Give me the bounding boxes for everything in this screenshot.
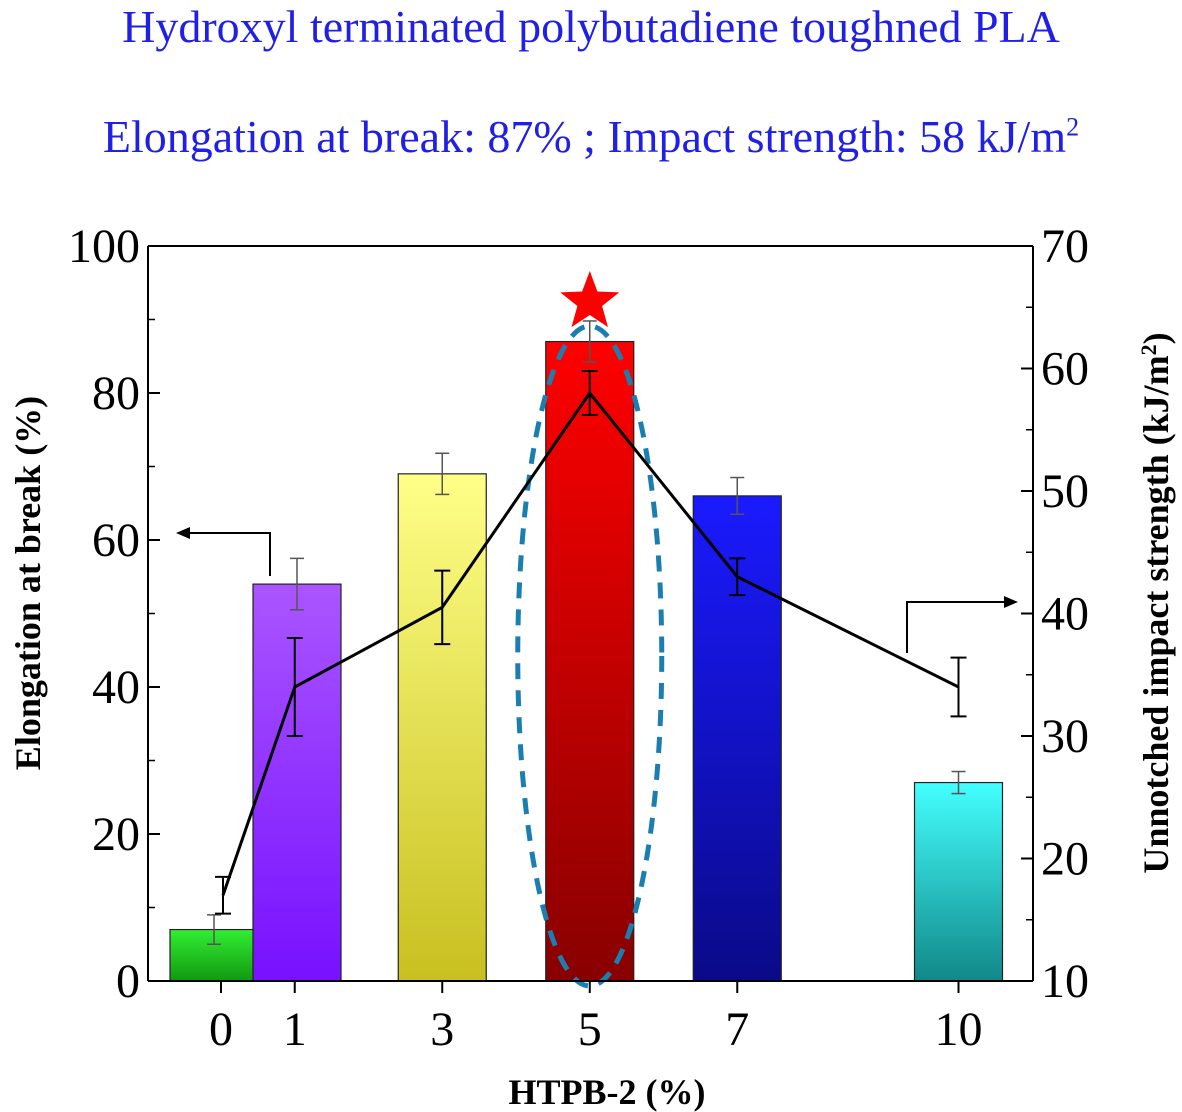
right-arrow-icon — [1004, 596, 1018, 608]
left-axis-arrow-line — [186, 532, 271, 576]
left-tick-label: 20 — [92, 808, 140, 861]
x-tick-label: 3 — [430, 1003, 454, 1056]
left-tick-label: 100 — [68, 220, 140, 273]
right-tick-label: 10 — [1041, 955, 1089, 1008]
x-tick-label: 5 — [578, 1003, 602, 1056]
chart-subtitle-superscript: 2 — [1066, 112, 1080, 142]
bar-10 — [913, 781, 1004, 982]
left-tick-label: 40 — [92, 661, 140, 714]
right-axis-label: Unnotched impact strength (kJ/m2) — [1136, 332, 1176, 873]
chart-subtitle: Elongation at break: 87% ; Impact streng… — [0, 110, 1182, 163]
x-axis-label: HTPB-2 (%) — [509, 1072, 706, 1112]
right-axis-label-end: ) — [1136, 332, 1176, 344]
x-tick-label: 10 — [935, 1003, 983, 1056]
right-tick-label: 20 — [1041, 833, 1089, 886]
x-tick-label: 7 — [725, 1003, 749, 1056]
star-icon — [560, 271, 620, 328]
right-axis-label-text: Unnotched impact strength (kJ/m — [1136, 355, 1176, 873]
right-tick-label: 60 — [1041, 343, 1089, 396]
left-tick-label: 80 — [92, 367, 140, 420]
impact-strength-line — [221, 390, 960, 896]
bar-3 — [397, 473, 487, 982]
left-axis-label: Elongation at break (%) — [8, 396, 48, 770]
right-axis-label-sup: 2 — [1136, 344, 1161, 355]
highlight-ellipse — [515, 323, 665, 989]
bar-5 — [545, 340, 635, 982]
x-tick-label: 1 — [283, 1003, 307, 1056]
right-axis-arrow-line — [906, 601, 1008, 653]
chart-subtitle-text: Elongation at break: 87% ; Impact streng… — [102, 111, 1067, 162]
x-tick-label: 0 — [209, 1003, 233, 1056]
right-tick-label: 30 — [1041, 710, 1089, 763]
left-arrow-icon — [176, 527, 190, 539]
left-tick-label: 60 — [92, 514, 140, 567]
left-tick-label: 0 — [116, 955, 140, 1008]
chart-title: Hydroxyl terminated polybutadiene toughn… — [122, 1, 1060, 52]
right-tick-label: 50 — [1041, 465, 1089, 518]
right-tick-label: 70 — [1041, 220, 1089, 273]
bar-1 — [252, 583, 342, 982]
right-tick-label: 40 — [1041, 588, 1089, 641]
